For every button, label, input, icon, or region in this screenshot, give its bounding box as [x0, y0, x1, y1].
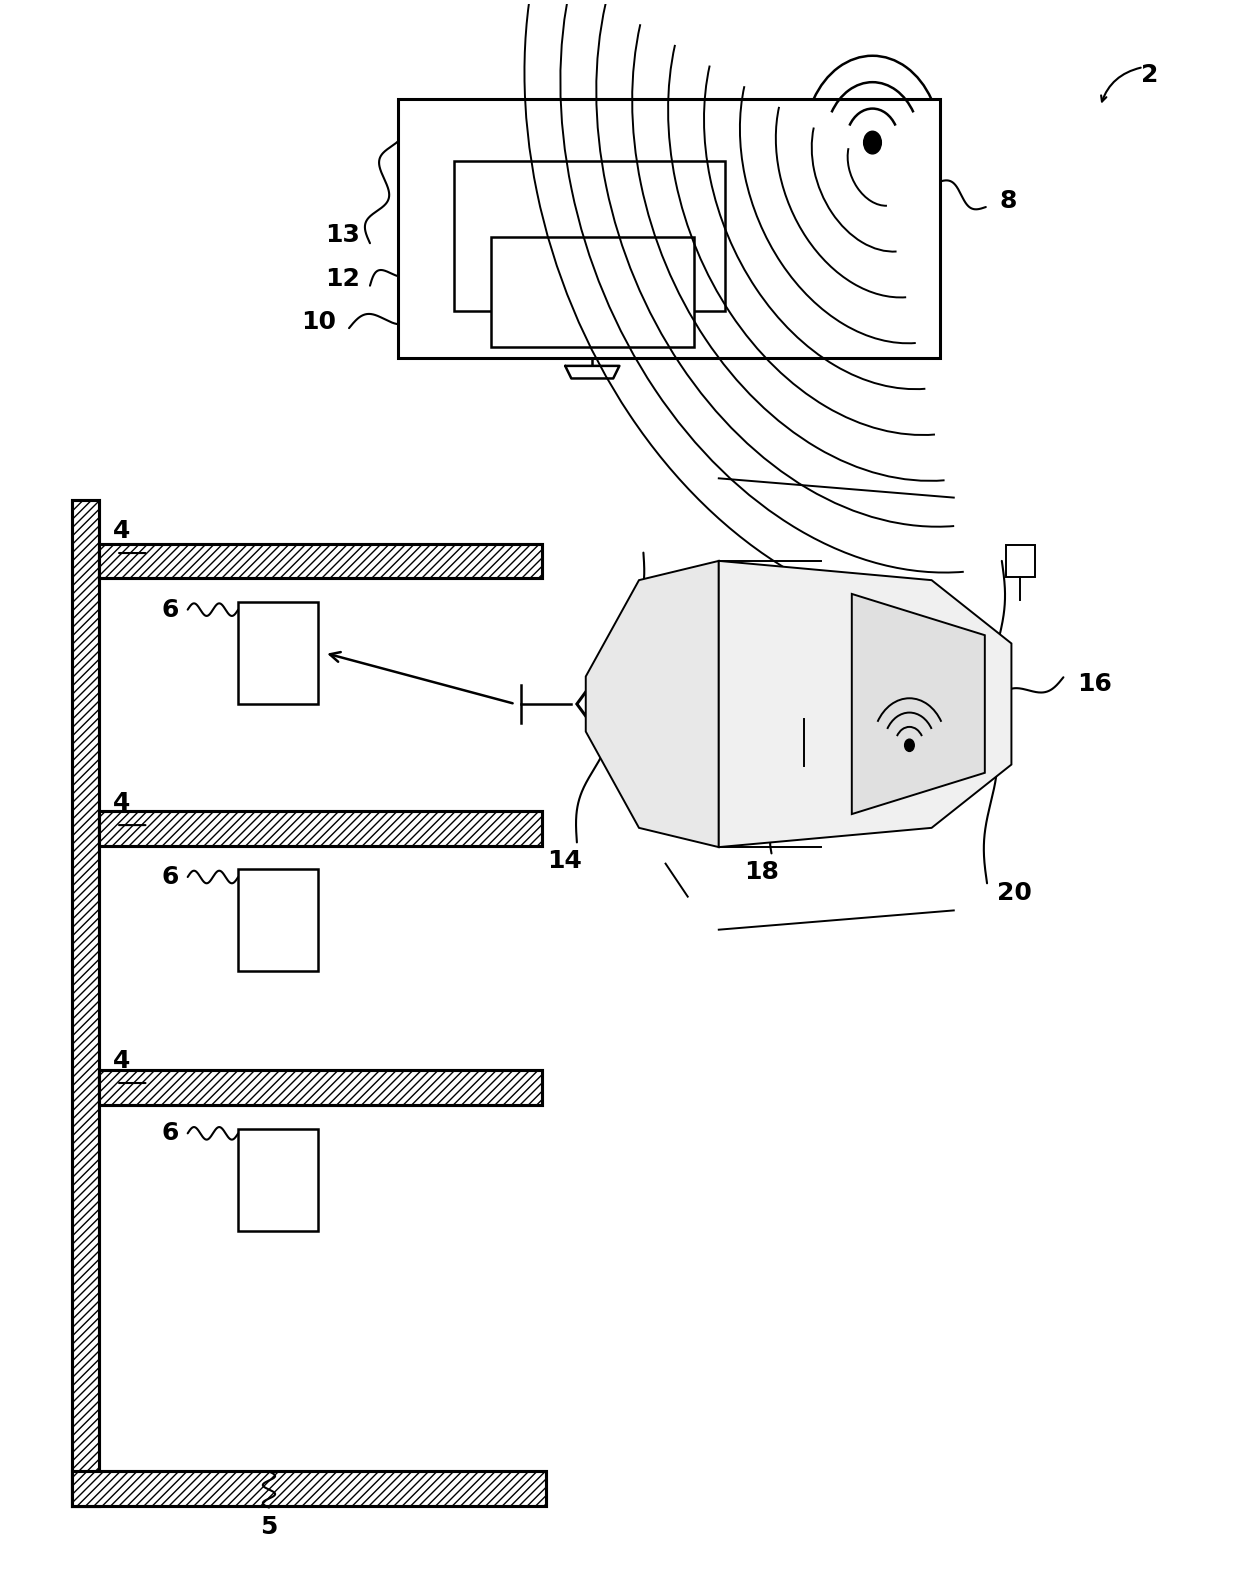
- Text: 20: 20: [997, 881, 1032, 904]
- Bar: [99, 811, 542, 846]
- Text: 8: 8: [999, 188, 1017, 213]
- Bar: [398, 98, 940, 357]
- Text: 4: 4: [113, 519, 130, 542]
- Text: 13: 13: [325, 223, 361, 247]
- Polygon shape: [852, 594, 985, 814]
- Text: 10: 10: [301, 310, 336, 334]
- Bar: [72, 500, 99, 1507]
- Bar: [238, 602, 319, 704]
- Polygon shape: [577, 583, 1003, 825]
- Text: 4: 4: [113, 790, 130, 816]
- Bar: [776, 628, 857, 781]
- Bar: [72, 1472, 546, 1507]
- Text: 12: 12: [325, 267, 361, 291]
- Bar: [72, 500, 99, 1507]
- Text: 2: 2: [1141, 63, 1158, 87]
- Polygon shape: [719, 561, 1012, 847]
- Bar: [238, 1129, 319, 1232]
- Text: 16: 16: [1076, 672, 1111, 696]
- Circle shape: [905, 740, 914, 751]
- Text: 6: 6: [161, 598, 179, 621]
- Bar: [491, 237, 694, 346]
- Bar: [238, 870, 319, 971]
- Text: 18: 18: [744, 860, 779, 884]
- Text: 6: 6: [161, 1121, 179, 1145]
- Bar: [99, 544, 542, 579]
- Bar: [1006, 545, 1035, 577]
- Bar: [99, 811, 542, 846]
- Text: 4: 4: [113, 1050, 130, 1073]
- Circle shape: [863, 131, 882, 153]
- Bar: [99, 1070, 542, 1105]
- Bar: [72, 1472, 546, 1507]
- Text: 14: 14: [547, 849, 582, 873]
- Bar: [454, 161, 724, 311]
- Bar: [99, 544, 542, 579]
- Text: 6: 6: [161, 865, 179, 889]
- Bar: [99, 1070, 542, 1105]
- Polygon shape: [585, 561, 719, 847]
- Text: 5: 5: [260, 1515, 278, 1538]
